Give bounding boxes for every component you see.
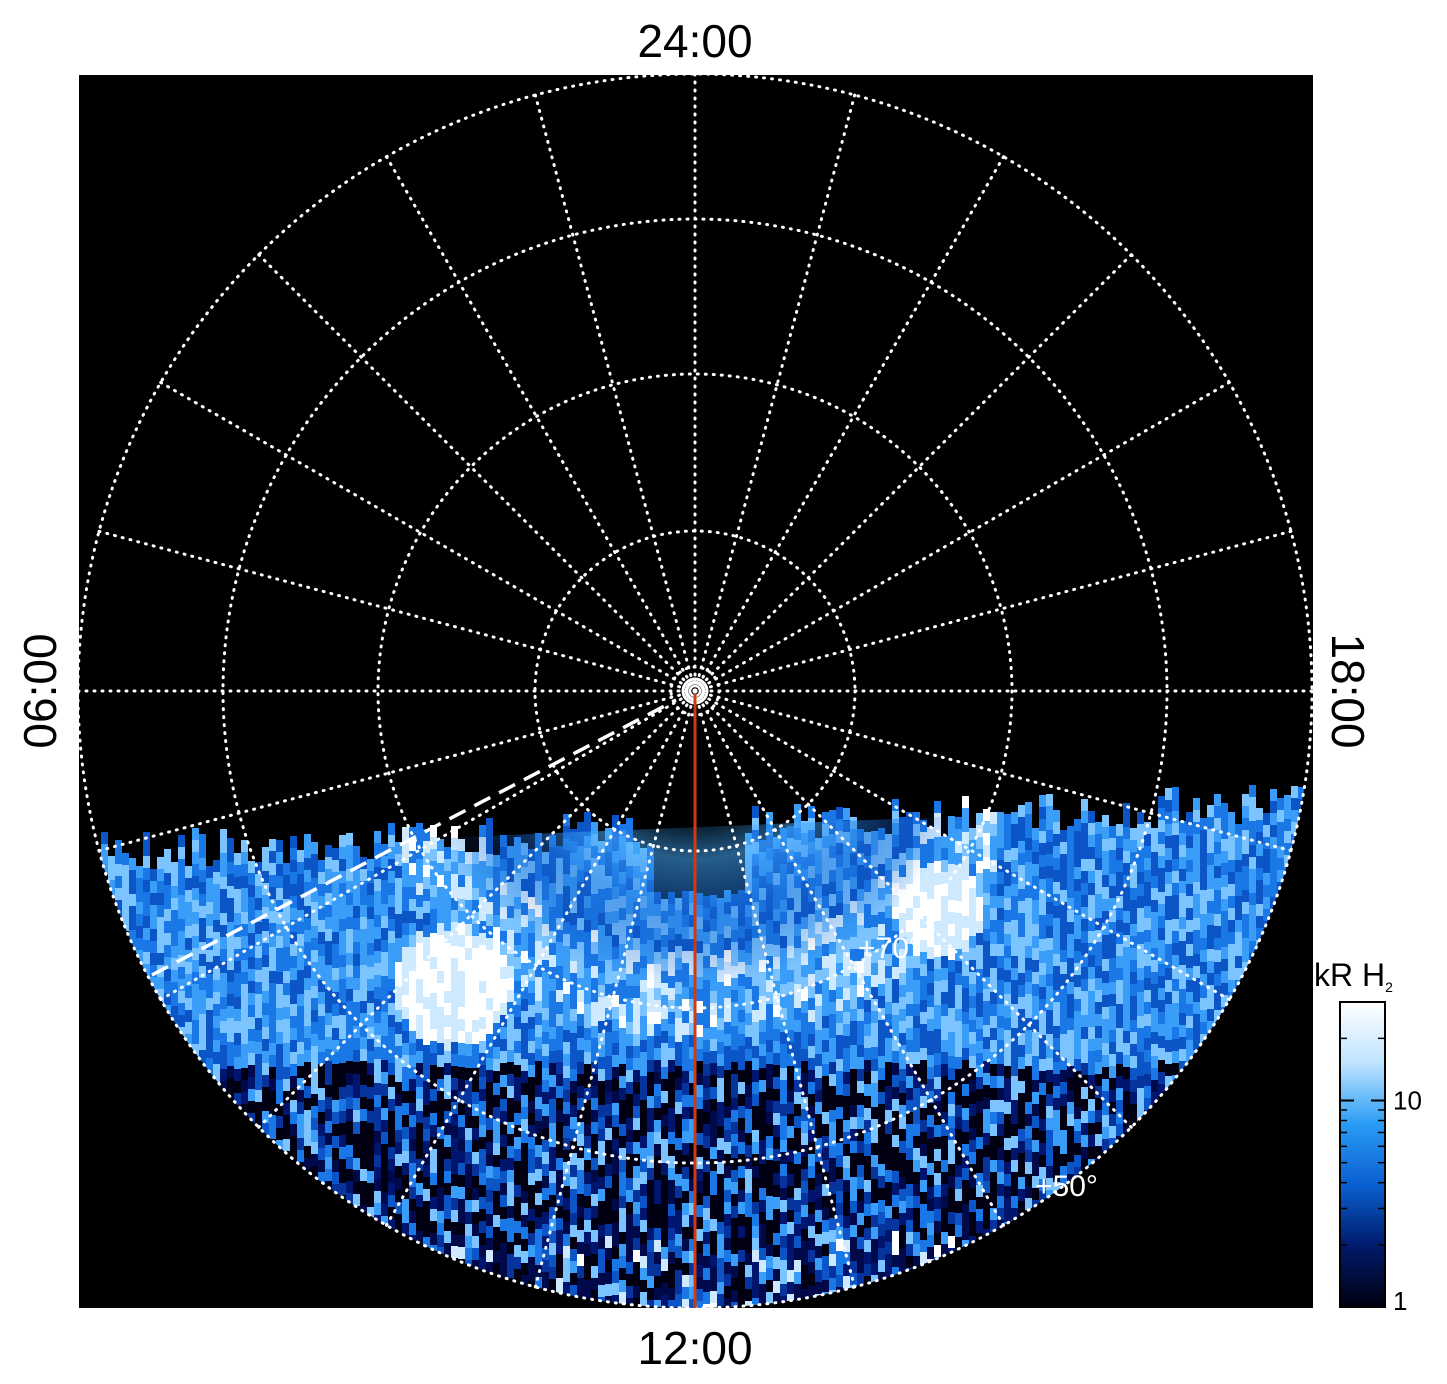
emission-pixel <box>612 815 619 833</box>
emission-pixel <box>1158 796 1165 814</box>
emission-pixel <box>486 818 493 836</box>
emission-pixel <box>577 822 584 840</box>
emission-pixel <box>1081 799 1088 817</box>
emission-pixel <box>199 834 206 852</box>
emission-pixel <box>220 829 227 847</box>
emission-pixel <box>192 828 199 846</box>
emission-pixel <box>178 835 185 853</box>
emission-pixel <box>430 825 437 843</box>
emission-pixel <box>591 822 598 840</box>
emission-pixel <box>402 827 409 845</box>
emission-pixel <box>101 832 108 850</box>
emission-pixel <box>766 812 773 830</box>
emission-pixel <box>143 832 150 850</box>
emission-pixel <box>1046 794 1053 812</box>
emission-pixel <box>115 840 122 858</box>
emission-pixel <box>388 823 395 841</box>
emission-pixel <box>934 801 941 819</box>
emission-pixel <box>829 810 836 828</box>
auroral-emission-image <box>79 785 1312 1308</box>
emission-pixel <box>752 806 759 824</box>
emission-pixel <box>416 823 423 841</box>
emission-pixel <box>661 1307 668 1308</box>
emission-pixel <box>563 814 570 832</box>
emission-pixel <box>808 806 815 824</box>
emission-pixel <box>626 818 633 836</box>
emission-pixel <box>1025 802 1032 820</box>
emission-pixel <box>584 812 591 830</box>
emission-pixel <box>1172 787 1179 805</box>
emission-pixel <box>409 827 416 845</box>
emission-pixel <box>843 808 850 826</box>
emission-pixel <box>962 796 969 814</box>
emission-pixel <box>1165 788 1172 806</box>
emission-pixel <box>1039 795 1046 813</box>
emission-pixel <box>794 804 801 822</box>
emission-pixel <box>423 829 430 847</box>
emission-pixel <box>304 834 311 852</box>
emission-pixel <box>479 825 486 843</box>
emission-pixel <box>451 826 458 844</box>
emission-pixel <box>374 831 381 849</box>
emission-pixel <box>836 807 843 825</box>
